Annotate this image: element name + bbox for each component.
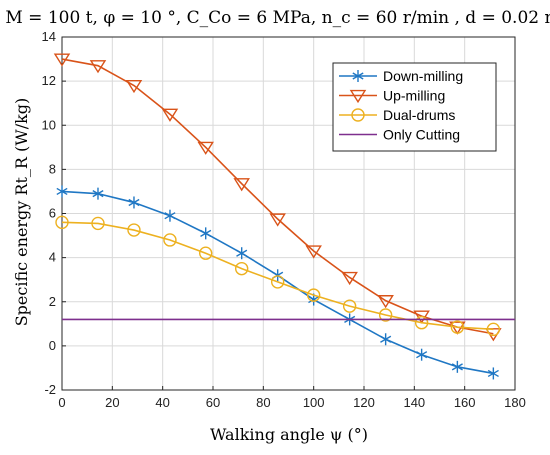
data-point [378,308,393,322]
data-point [486,322,501,337]
y-tick-label: 14 [42,29,56,44]
series-down-milling [56,185,499,380]
legend-entry: Up-milling [339,88,445,104]
data-point [236,247,248,260]
data-point [197,141,214,155]
data-point [352,70,364,82]
x-tick-label: 60 [206,395,220,410]
data-point [485,328,502,342]
data-point [269,213,286,227]
data-point [200,227,212,240]
asterisk-stroke [236,249,248,257]
y-tick-label: 4 [49,250,56,265]
data-point [125,79,143,94]
data-point [128,196,140,209]
x-tick-label: 160 [454,395,476,410]
asterisk-stroke [380,335,392,343]
x-tick-label: 100 [303,395,325,410]
chart-title: M = 100 t, φ = 10 °, C_Co = 6 MPa, n_c =… [5,8,550,28]
x-tick-label: 120 [353,395,375,410]
y-tick-label: -2 [44,382,56,397]
asterisk-stroke [92,190,104,198]
asterisk-stroke [128,198,140,207]
y-axis-label: Specific energy Rt_R (W/kg) [12,98,31,327]
data-point [89,60,107,74]
data-point [127,223,141,237]
data-point [451,360,463,373]
series-layer [53,53,515,380]
legend-entry: Down-milling [339,68,463,84]
y-tick-label: 10 [42,117,56,132]
x-tick-label: 20 [105,395,119,410]
data-point [342,299,357,313]
y-tick-label: 2 [49,294,56,309]
data-point [55,215,69,230]
x-axis-label: Walking angle ψ (°) [210,425,368,444]
data-point [56,185,68,198]
data-point [380,333,392,346]
series-dual-drums [55,215,501,337]
data-point [487,367,499,380]
asterisk-stroke [487,369,499,378]
data-point [164,209,176,222]
legend-box [332,62,497,152]
asterisk-stroke [308,295,320,304]
x-tick-label: 140 [403,395,425,410]
data-point [163,233,177,247]
data-point [161,108,179,122]
asterisk-stroke [164,212,176,220]
legend: Down-milling Up-milling Dual-drums Only Cut… [332,62,497,152]
asterisk-stroke [352,72,364,80]
data-point [92,187,104,200]
data-point [416,348,428,361]
x-tick-label: 80 [256,395,270,410]
asterisk-stroke [200,229,212,237]
data-point [53,53,71,67]
data-point [234,261,249,276]
y-tick-label: 12 [42,73,56,88]
legend-entry: Only Cutting [339,127,460,143]
data-point [414,316,429,330]
asterisk-stroke [416,351,428,359]
legend-label: Down-milling [383,68,463,84]
data-point [305,245,322,259]
data-point [199,246,213,260]
data-point [270,275,285,289]
data-point [351,108,365,122]
x-tick-label: 0 [58,395,65,410]
y-tick-label: 6 [49,206,56,221]
data-point [91,216,105,231]
data-point [341,271,358,286]
y-tick-label: 8 [49,161,56,176]
y-tick-label: 0 [49,338,56,353]
asterisk-stroke [56,187,68,196]
x-tick-label: 40 [155,395,169,410]
legend-label: Only Cutting [383,127,460,143]
data-point [413,310,430,324]
legend-label: Up-milling [383,88,445,104]
asterisk-stroke [451,363,463,371]
legend-entry: Dual-drums [339,107,455,123]
data-point [306,288,321,302]
data-point [450,320,465,334]
data-point [233,178,250,192]
legend-label: Dual-drums [383,107,455,123]
data-point [377,295,394,309]
x-tick-label: 180 [504,395,526,410]
data-point [349,89,367,104]
series-line [61,221,494,331]
